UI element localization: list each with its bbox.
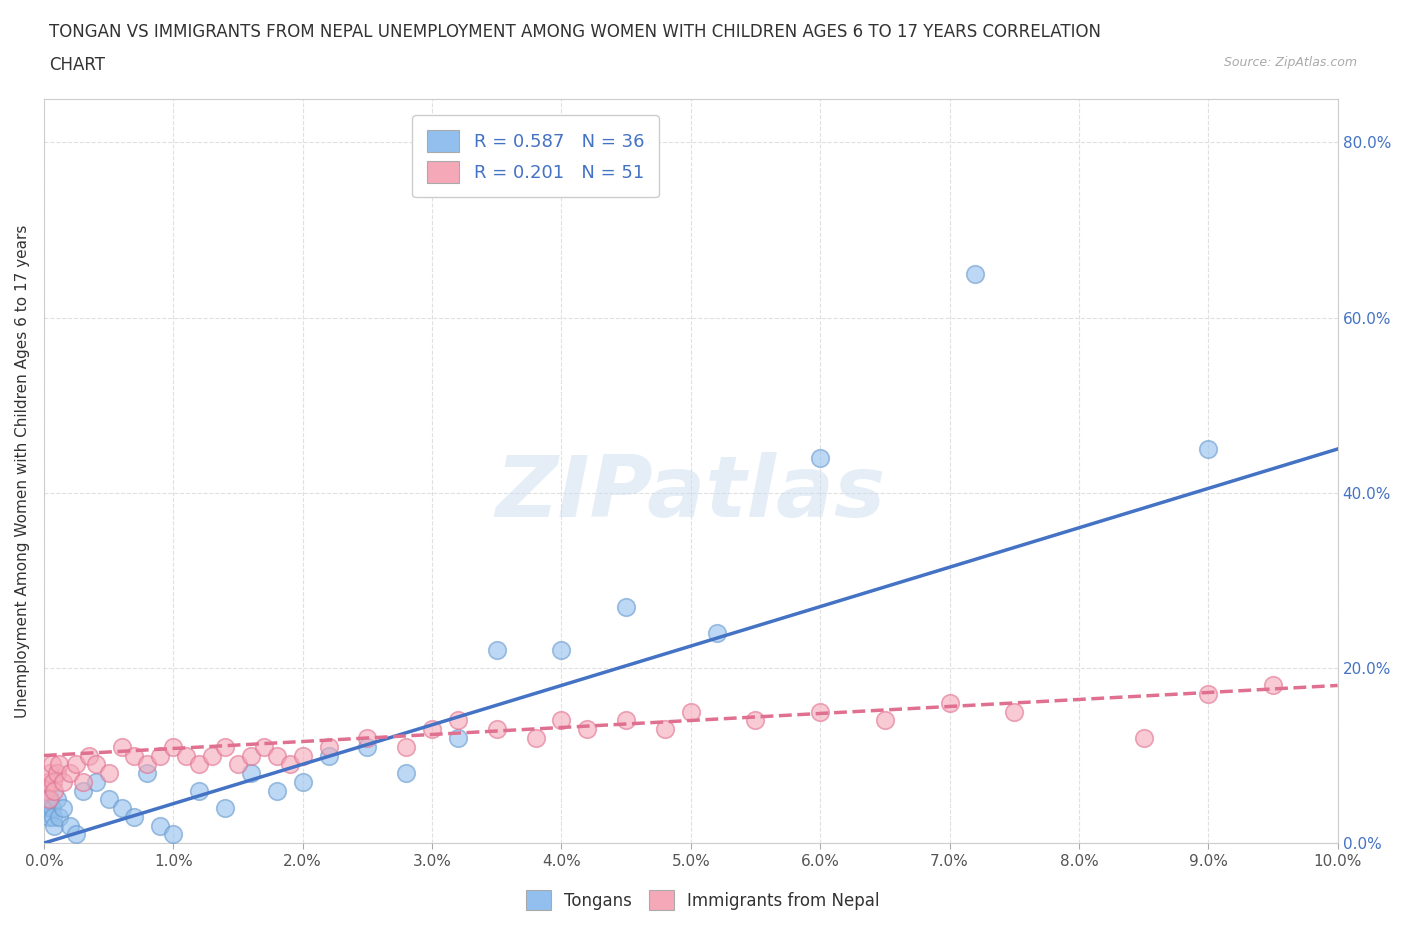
Point [39, 791, 62, 806]
Point [808, 450, 831, 465]
Point [35, 791, 58, 806]
Point [214, 739, 236, 754]
Point [550, 713, 572, 728]
Point [576, 722, 599, 737]
Point [65, 757, 87, 772]
Point [149, 748, 172, 763]
Point [35, 783, 58, 798]
Point [744, 713, 766, 728]
Point [253, 739, 276, 754]
Point [1197, 686, 1219, 701]
Point [201, 748, 224, 763]
Point [59, 818, 82, 833]
Point [110, 739, 132, 754]
Point [136, 765, 159, 780]
Point [965, 266, 987, 281]
Point [41, 757, 63, 772]
Point [291, 748, 314, 763]
Point [39, 765, 62, 780]
Point [162, 739, 184, 754]
Point [278, 757, 301, 772]
Point [48, 757, 70, 772]
Point [614, 713, 637, 728]
Point [65, 827, 87, 842]
Point [356, 731, 378, 746]
Point [42, 775, 65, 790]
Point [524, 731, 547, 746]
Legend: Tongans, Immigrants from Nepal: Tongans, Immigrants from Nepal [519, 884, 887, 917]
Point [1261, 678, 1284, 693]
Point [266, 748, 288, 763]
Point [318, 739, 340, 754]
Point [706, 626, 728, 641]
Point [420, 722, 443, 737]
Point [214, 801, 236, 816]
Point [48, 809, 70, 824]
Point [1002, 704, 1025, 719]
Point [37, 775, 59, 790]
Text: ZIPatlas: ZIPatlas [496, 452, 886, 535]
Point [38, 809, 60, 824]
Point [447, 713, 470, 728]
Point [679, 704, 702, 719]
Point [873, 713, 896, 728]
Point [44, 818, 66, 833]
Point [188, 783, 211, 798]
Point [226, 757, 249, 772]
Text: CHART: CHART [49, 56, 105, 73]
Point [485, 722, 508, 737]
Legend: R = 0.587   N = 36, R = 0.201   N = 51: R = 0.587 N = 36, R = 0.201 N = 51 [412, 115, 658, 197]
Point [52, 801, 75, 816]
Point [136, 757, 159, 772]
Point [52, 775, 75, 790]
Point [266, 783, 288, 798]
Point [614, 599, 637, 614]
Point [97, 791, 120, 806]
Y-axis label: Unemployment Among Women with Children Ages 6 to 17 years: Unemployment Among Women with Children A… [15, 224, 30, 718]
Point [38, 791, 60, 806]
Point [291, 775, 314, 790]
Point [124, 748, 146, 763]
Point [938, 696, 960, 711]
Point [97, 765, 120, 780]
Point [45, 765, 67, 780]
Point [45, 791, 67, 806]
Text: Source: ZipAtlas.com: Source: ZipAtlas.com [1223, 56, 1357, 69]
Point [356, 739, 378, 754]
Point [239, 748, 262, 763]
Point [77, 748, 100, 763]
Point [162, 827, 184, 842]
Point [550, 643, 572, 658]
Point [447, 731, 470, 746]
Point [1197, 442, 1219, 457]
Point [84, 775, 107, 790]
Point [72, 775, 94, 790]
Point [149, 818, 172, 833]
Point [654, 722, 676, 737]
Point [395, 739, 418, 754]
Point [808, 704, 831, 719]
Point [124, 809, 146, 824]
Point [41, 801, 63, 816]
Text: TONGAN VS IMMIGRANTS FROM NEPAL UNEMPLOYMENT AMONG WOMEN WITH CHILDREN AGES 6 TO: TONGAN VS IMMIGRANTS FROM NEPAL UNEMPLOY… [49, 23, 1101, 41]
Point [485, 643, 508, 658]
Point [37, 801, 59, 816]
Point [59, 765, 82, 780]
Point [395, 765, 418, 780]
Point [318, 748, 340, 763]
Point [44, 783, 66, 798]
Point [239, 765, 262, 780]
Point [72, 783, 94, 798]
Point [84, 757, 107, 772]
Point [174, 748, 197, 763]
Point [1132, 731, 1154, 746]
Point [188, 757, 211, 772]
Point [42, 809, 65, 824]
Point [110, 801, 132, 816]
